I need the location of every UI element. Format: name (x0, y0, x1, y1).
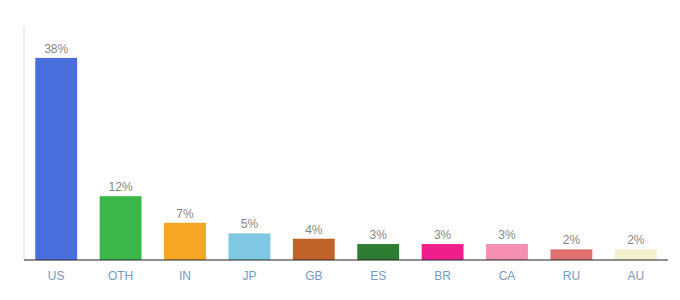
bar (293, 239, 335, 260)
data-label: 3% (370, 228, 388, 242)
bar (486, 244, 528, 260)
x-tick-label: GB (305, 269, 322, 283)
x-axis-line (24, 259, 668, 260)
y-axis-line (24, 26, 25, 260)
chart: 38% 12% 7% 5% 4% 3% 3% 3% 2% 2% US OTH IN JP GB ES BR CA R… (0, 0, 680, 300)
data-label: 38% (44, 42, 68, 56)
x-tick-label: BR (434, 269, 451, 283)
bar (164, 223, 206, 260)
bar (228, 233, 270, 260)
x-tick-label: RU (563, 269, 580, 283)
x-tick-label: AU (627, 269, 644, 283)
bars (35, 58, 656, 260)
x-tick-label: US (48, 269, 65, 283)
bar (615, 249, 657, 260)
bar (422, 244, 464, 260)
data-label: 3% (434, 228, 452, 242)
chart-container: 38% 12% 7% 5% 4% 3% 3% 3% 2% 2% US OTH IN JP GB ES BR CA R… (0, 0, 680, 300)
x-tick-label: IN (179, 269, 191, 283)
data-label: 4% (305, 223, 323, 237)
data-label: 2% (563, 233, 581, 247)
bar (35, 58, 77, 260)
x-tick-label: CA (499, 269, 516, 283)
x-tick-label: ES (370, 269, 386, 283)
data-label: 2% (627, 233, 645, 247)
data-label: 7% (176, 207, 194, 221)
bar (550, 249, 592, 260)
data-label: 3% (498, 228, 516, 242)
data-label: 5% (241, 217, 259, 231)
data-label: 12% (109, 180, 133, 194)
bar (357, 244, 399, 260)
x-tick-label: JP (242, 269, 256, 283)
bar (100, 196, 142, 260)
x-tick-label: OTH (108, 269, 133, 283)
